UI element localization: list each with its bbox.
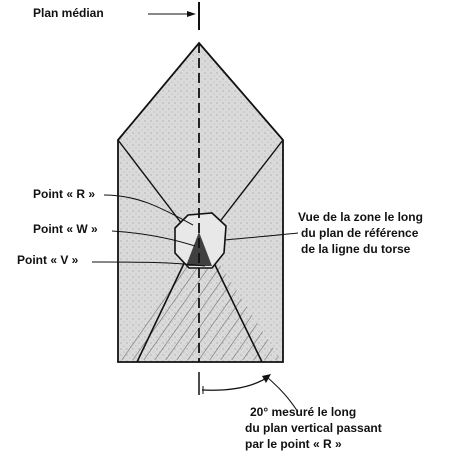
label-median-plane: Plan médian: [33, 6, 104, 20]
hatched-triangle: [120, 232, 281, 360]
label-angle-note-2: du plan vertical passant: [245, 421, 382, 435]
label-angle-note-1: 20° mesuré le long: [250, 405, 357, 419]
inner-triangle: [186, 232, 212, 266]
angle-arrowhead: [262, 374, 271, 383]
leader-point-v-curve: [103, 261, 206, 267]
angle-arc: [201, 376, 269, 391]
outer-pentagon: [117, 41, 284, 363]
leader-point-w: [111, 230, 196, 247]
line-left-shoulder: [117, 139, 183, 225]
leader-point-r: [103, 194, 194, 226]
label-point-v: Point « V »: [17, 253, 79, 267]
label-point-w: Point « W »: [33, 222, 98, 236]
label-angle-note-3: par le point « R »: [245, 437, 342, 451]
label-point-r: Point « R »: [33, 187, 96, 201]
leader-zone-view: [224, 232, 299, 241]
label-zone-view-3: de la ligne du torse: [301, 242, 411, 256]
line-right-shoulder: [217, 139, 284, 225]
label-zone-view-2: du plan de référence: [301, 226, 419, 240]
label-zone-view-1: Vue de la zone le long: [298, 210, 423, 224]
arrowhead-median-plane: [187, 11, 196, 17]
leader-angle-note: [267, 377, 299, 413]
